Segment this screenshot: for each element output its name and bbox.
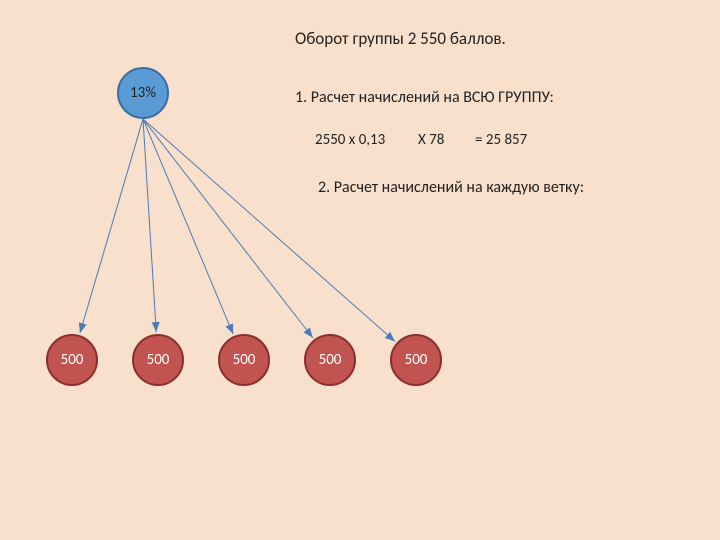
connector-arrowhead [79, 322, 87, 333]
connector-line [143, 119, 395, 341]
leaf-node: 500 [390, 334, 442, 386]
leaf-node: 500 [46, 334, 98, 386]
connector-arrowhead [304, 328, 313, 338]
leaf-node: 500 [218, 334, 270, 386]
connector-line [80, 119, 143, 333]
connector-line [143, 119, 156, 332]
leaf-node-label: 500 [147, 351, 170, 369]
root-node: 13% [117, 67, 169, 119]
connector-line [143, 119, 313, 338]
leaf-node-label: 500 [319, 351, 342, 369]
leaf-node-label: 500 [405, 351, 428, 369]
calc-part-a: 2550 х 0,13 [315, 131, 385, 150]
title-text: Оборот группы 2 550 баллов. [295, 28, 555, 49]
step1-text: 1. Расчет начислений на ВСЮ ГРУППУ: [295, 88, 595, 108]
leaf-node: 500 [132, 334, 184, 386]
diagram-stage: 13% 500 500 500 500 500 Оборот группы 2 550 … [0, 0, 720, 540]
calc-part-b: Х 78 [418, 131, 456, 150]
connector-arrowhead [226, 323, 234, 334]
connectors-layer [0, 0, 720, 540]
connector-arrowhead [385, 332, 395, 342]
connector-arrowhead [152, 322, 160, 332]
leaf-node: 500 [304, 334, 356, 386]
leaf-node-label: 500 [61, 351, 84, 369]
step2-text: 2. Расчет начислений на каждую ветку: [318, 178, 618, 198]
connector-line [143, 119, 233, 334]
root-node-label: 13% [130, 84, 156, 102]
calc-part-c: = 25 857 [475, 131, 527, 150]
leaf-node-label: 500 [233, 351, 256, 369]
